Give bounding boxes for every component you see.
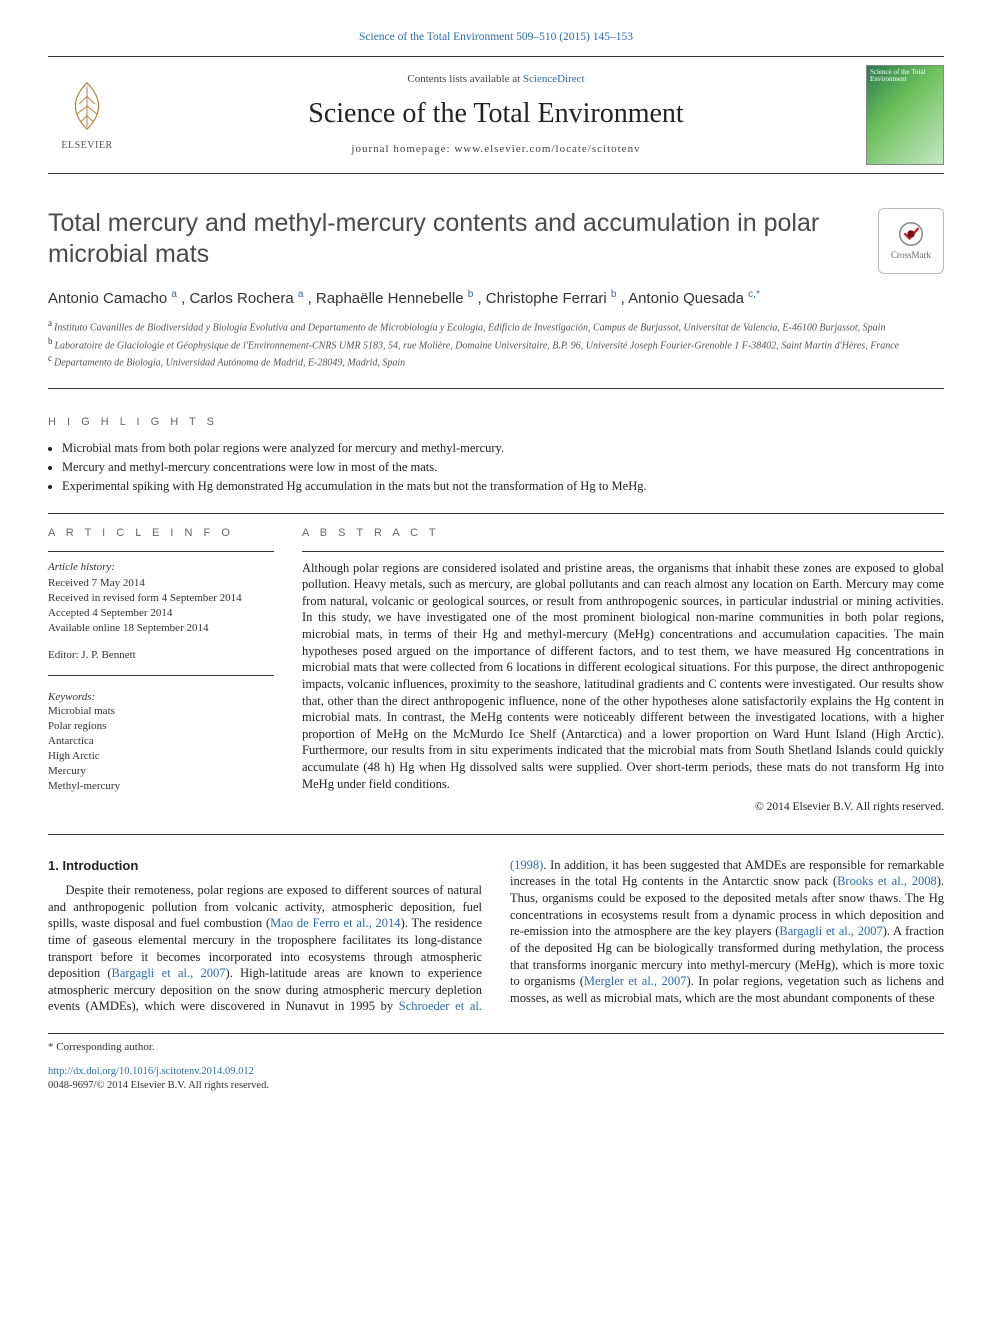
homepage-label: journal homepage:	[351, 143, 454, 155]
title-row: Total mercury and methyl-mercury content…	[48, 208, 944, 274]
journal-title: Science of the Total Environment	[142, 95, 850, 133]
divider	[302, 551, 944, 552]
corresponding-note: * Corresponding author.	[48, 1040, 944, 1055]
publisher-label: ELSEVIER	[61, 139, 112, 153]
divider	[48, 675, 274, 676]
keyword: Methyl-mercury	[48, 779, 274, 794]
highlight-item: Microbial mats from both polar regions w…	[62, 440, 944, 457]
citation-link[interactable]: Science of the Total Environment 509–510…	[359, 31, 633, 43]
keyword: High Arctic	[48, 749, 274, 764]
issn-line: 0048-9697/© 2014 Elsevier B.V. All right…	[48, 1079, 944, 1093]
highlights-kicker: H I G H L I G H T S	[48, 415, 944, 430]
divider	[48, 834, 944, 835]
history-line: Received in revised form 4 September 201…	[48, 591, 274, 606]
info-abstract-row: A R T I C L E I N F O Article history: R…	[48, 526, 944, 816]
abstract-text: Although polar regions are considered is…	[302, 560, 944, 793]
history-head: Article history:	[48, 560, 274, 575]
body-columns: 1. Introduction Despite their remoteness…	[48, 857, 944, 1015]
section-heading: 1. Introduction	[48, 857, 482, 874]
doi-link[interactable]: http://dx.doi.org/10.1016/j.scitotenv.20…	[48, 1066, 254, 1077]
article-info: A R T I C L E I N F O Article history: R…	[48, 526, 274, 816]
divider	[48, 388, 944, 389]
keyword: Mercury	[48, 764, 274, 779]
contents-line: Contents lists available at ScienceDirec…	[142, 72, 850, 87]
footer: * Corresponding author. http://dx.doi.or…	[48, 1033, 944, 1093]
author: , Christophe Ferrari b	[477, 290, 616, 307]
page: Science of the Total Environment 509–510…	[0, 0, 992, 1133]
history-line: Received 7 May 2014	[48, 576, 274, 591]
author: Antonio Camacho a	[48, 290, 177, 307]
journal-cover-thumb: Science of the Total Environment	[866, 65, 944, 165]
citation-link[interactable]: Mao de Ferro et al., 2014	[270, 916, 400, 930]
author: , Raphaëlle Hennebelle b	[308, 290, 474, 307]
publisher-logo: ELSEVIER	[48, 71, 126, 159]
keyword: Microbial mats	[48, 704, 274, 719]
masthead-center: Contents lists available at ScienceDirec…	[142, 72, 850, 157]
editor-line: Editor: J. P. Bennett	[48, 648, 274, 663]
homepage-url: www.elsevier.com/locate/scitotenv	[454, 143, 640, 155]
info-kicker: A R T I C L E I N F O	[48, 526, 274, 541]
divider	[48, 513, 944, 514]
body-paragraph: Despite their remoteness, polar regions …	[48, 857, 944, 1015]
affiliation: cDepartamento de Biología, Universidad A…	[48, 352, 944, 370]
citation-link[interactable]: Bargagli et al., 2007	[779, 924, 882, 938]
author-list: Antonio Camacho a , Carlos Rochera a , R…	[48, 288, 944, 309]
author: , Antonio Quesada c,*	[621, 290, 760, 307]
crossmark-badge[interactable]: CrossMark	[878, 208, 944, 274]
cover-thumb-title: Science of the Total Environment	[870, 69, 940, 84]
highlight-item: Experimental spiking with Hg demonstrate…	[62, 478, 944, 495]
history-line: Accepted 4 September 2014	[48, 606, 274, 621]
masthead: ELSEVIER Contents lists available at Sci…	[48, 56, 944, 174]
keyword: Antarctica	[48, 734, 274, 749]
keywords-head: Keywords:	[48, 690, 274, 705]
affiliation: aInstituto Cavanilles de Biodiversidad y…	[48, 317, 944, 335]
citation-link[interactable]: Brooks et al., 2008	[837, 874, 937, 888]
crossmark-icon	[896, 219, 926, 249]
history-line: Available online 18 September 2014	[48, 621, 274, 636]
affiliations: aInstituto Cavanilles de Biodiversidad y…	[48, 317, 944, 370]
homepage-line: journal homepage: www.elsevier.com/locat…	[142, 142, 850, 157]
elsevier-tree-icon	[58, 77, 116, 135]
abstract-kicker: A B S T R A C T	[302, 526, 944, 541]
citation-link[interactable]: Mergler et al., 2007	[584, 974, 687, 988]
running-head: Science of the Total Environment 509–510…	[48, 30, 944, 46]
highlight-item: Mercury and methyl-mercury concentration…	[62, 459, 944, 476]
highlights: Microbial mats from both polar regions w…	[48, 440, 944, 495]
author: , Carlos Rochera a	[181, 290, 303, 307]
divider	[48, 551, 274, 552]
crossmark-label: CrossMark	[891, 249, 931, 261]
affiliation: bLaboratoire de Glaciologie et Géophysiq…	[48, 335, 944, 353]
sciencedirect-link[interactable]: ScienceDirect	[523, 73, 585, 85]
keyword: Polar regions	[48, 719, 274, 734]
abstract-copyright: © 2014 Elsevier B.V. All rights reserved…	[302, 800, 944, 816]
contents-prefix: Contents lists available at	[407, 73, 522, 85]
article-title: Total mercury and methyl-mercury content…	[48, 208, 866, 271]
abstract-col: A B S T R A C T Although polar regions a…	[302, 526, 944, 816]
citation-link[interactable]: Bargagli et al., 2007	[112, 966, 226, 980]
